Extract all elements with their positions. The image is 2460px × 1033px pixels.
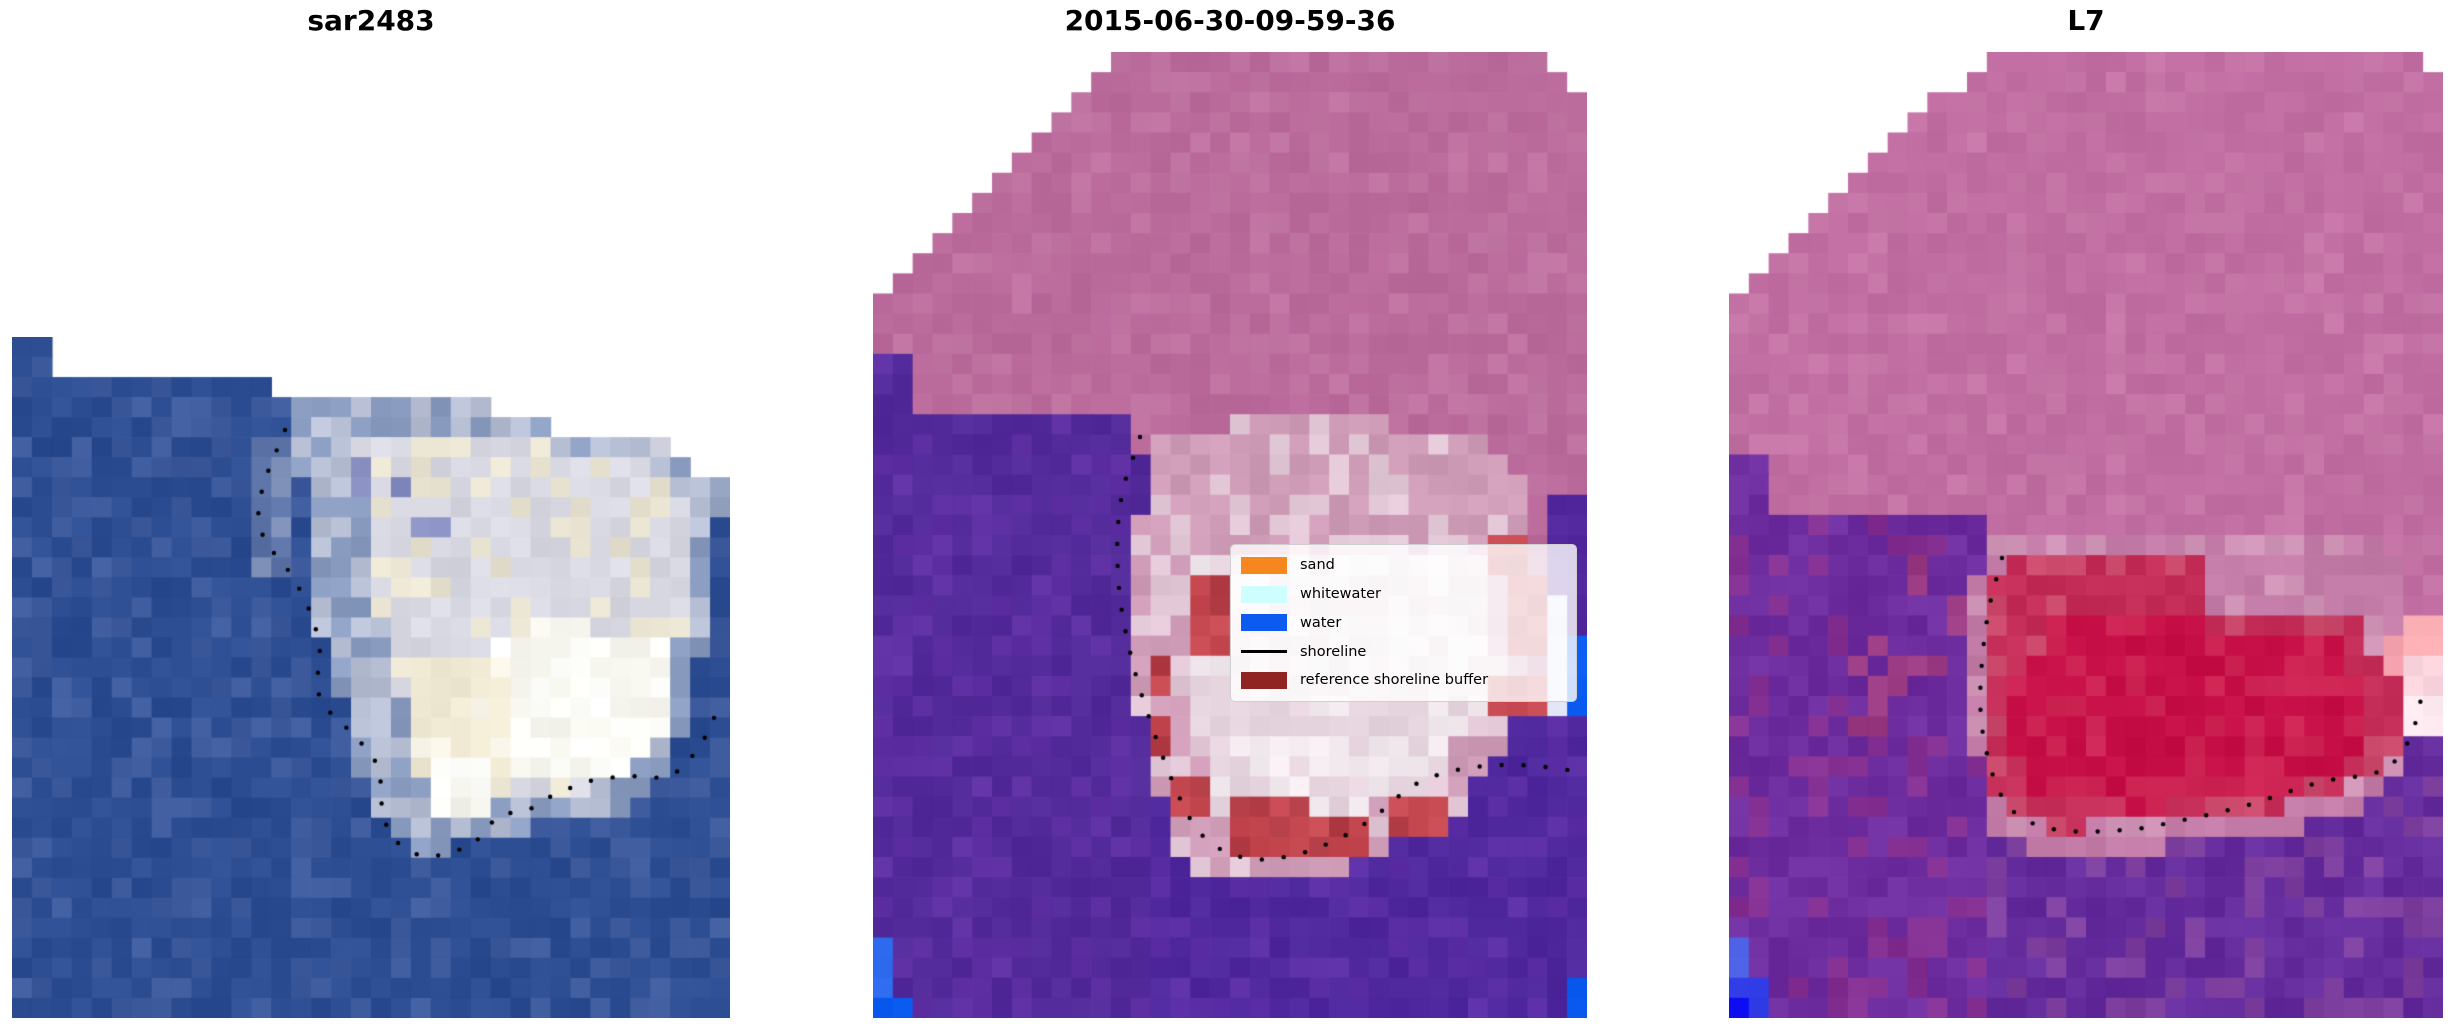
legend: sand whitewater water shoreline referenc… bbox=[1230, 544, 1577, 702]
legend-item-water: water bbox=[1241, 609, 1566, 637]
panel-3-title: L7 bbox=[2067, 4, 2105, 37]
reference-shoreline-buffer-swatch-icon bbox=[1241, 672, 1287, 690]
legend-item-sand: sand bbox=[1241, 551, 1566, 579]
legend-item-reference-shoreline-buffer: reference shoreline buffer bbox=[1241, 667, 1566, 695]
legend-label: whitewater bbox=[1300, 585, 1381, 602]
whitewater-swatch-icon bbox=[1241, 585, 1287, 603]
water-swatch-icon bbox=[1241, 614, 1287, 632]
panel-2-title: 2015-06-30-09-59-36 bbox=[1064, 4, 1396, 37]
legend-label: reference shoreline buffer bbox=[1300, 672, 1489, 689]
legend-item-shoreline: shoreline bbox=[1241, 638, 1566, 666]
legend-label: water bbox=[1300, 614, 1342, 631]
legend-item-whitewater: whitewater bbox=[1241, 580, 1566, 608]
sand-swatch-icon bbox=[1241, 556, 1287, 574]
panel-1-title: sar2483 bbox=[307, 4, 435, 37]
legend-label: shoreline bbox=[1300, 643, 1367, 660]
panel-1-image bbox=[12, 337, 730, 1018]
legend-label: sand bbox=[1300, 557, 1335, 574]
panel-3-image bbox=[1729, 52, 2443, 1018]
panel-2-image bbox=[873, 52, 1587, 1018]
shoreline-line-icon bbox=[1241, 650, 1287, 654]
